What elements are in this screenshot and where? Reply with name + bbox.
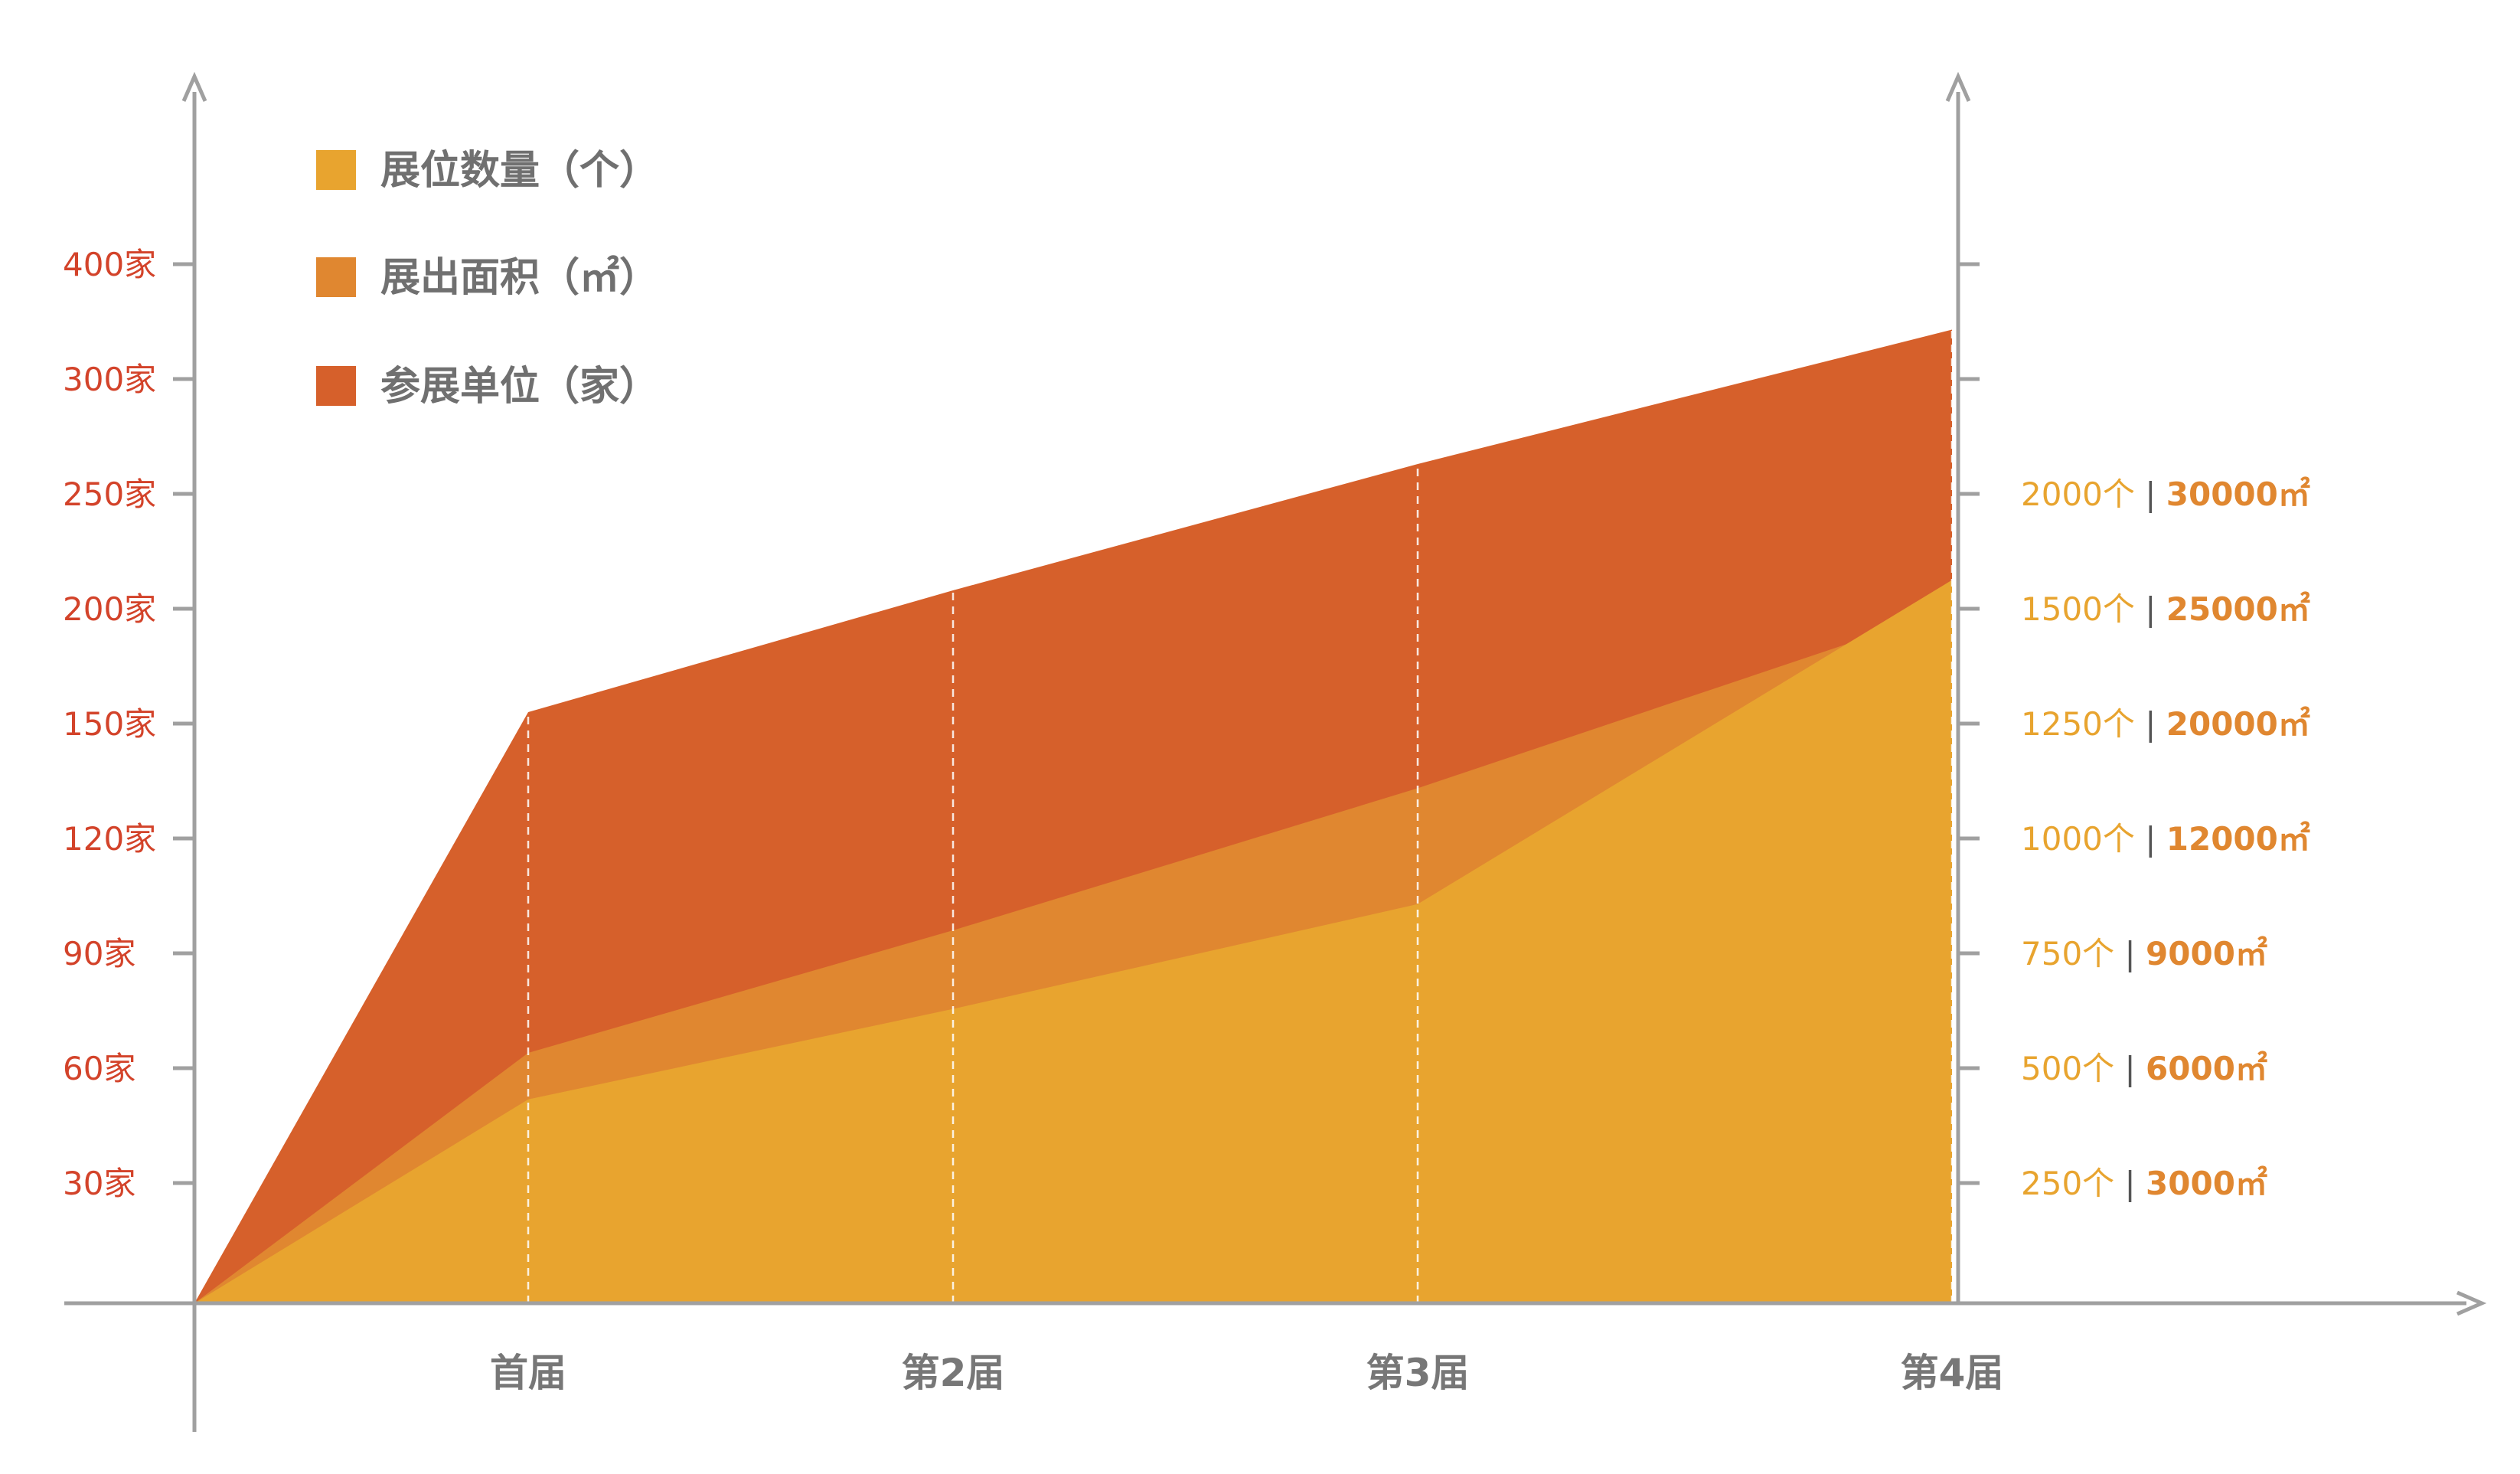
right-tick-label: 1500个 | 25000㎡ <box>2021 590 2310 628</box>
right-axis-ticks: 250个 | 3000㎡ 500个 | 6000㎡ 750个 | 9000㎡ 1000… <box>1958 262 2310 1202</box>
legend-label: 展位数量（个） <box>380 148 659 194</box>
right-axis-arrow-icon <box>1945 71 1971 103</box>
axes <box>64 71 2487 1432</box>
category-label: 首届 <box>490 1351 566 1395</box>
legend-label: 参展单位（家） <box>380 364 659 410</box>
legend-label: 展出面积（㎡） <box>380 255 659 301</box>
left-tick-label: 300家 <box>63 361 156 398</box>
legend-swatch <box>316 150 356 190</box>
left-tick-label: 90家 <box>63 935 135 972</box>
category-gridlines <box>527 329 1954 1303</box>
right-tick-label: 2000个 | 30000㎡ <box>2021 476 2310 513</box>
category-label: 第4届 <box>1901 1351 2004 1395</box>
x-axis-arrow-icon <box>2456 1290 2487 1316</box>
legend-swatch <box>316 366 356 406</box>
left-tick-label: 150家 <box>63 705 156 743</box>
legend: 展位数量（个） 展出面积（㎡） 参展单位（家） <box>316 148 659 410</box>
right-tick-label: 1000个 | 12000㎡ <box>2021 820 2310 858</box>
left-tick-label: 120家 <box>63 820 156 858</box>
category-label: 第3届 <box>1366 1351 1470 1395</box>
left-tick-label: 60家 <box>63 1050 135 1087</box>
left-axis-ticks: 30家 60家 90家 120家 150家 200家 250家 300家 400家 <box>63 246 194 1202</box>
left-tick-label: 200家 <box>63 590 156 628</box>
right-tick-label: 1250个 | 20000㎡ <box>2021 705 2310 743</box>
left-tick-label: 400家 <box>63 246 156 283</box>
left-axis-arrow-icon <box>181 71 207 103</box>
right-tick-label: 750个 | 9000㎡ <box>2021 935 2267 972</box>
left-tick-label: 30家 <box>63 1165 135 1202</box>
area-layers <box>194 329 1952 1303</box>
legend-swatch <box>316 257 356 297</box>
category-label: 第2届 <box>902 1351 1005 1395</box>
category-labels: 首届 第2届 第3届 第4届 <box>490 1351 2003 1395</box>
right-tick-label: 250个 | 3000㎡ <box>2021 1165 2267 1202</box>
right-tick-label: 500个 | 6000㎡ <box>2021 1050 2267 1087</box>
left-tick-label: 250家 <box>63 476 156 513</box>
area-series-0 <box>194 580 1952 1303</box>
